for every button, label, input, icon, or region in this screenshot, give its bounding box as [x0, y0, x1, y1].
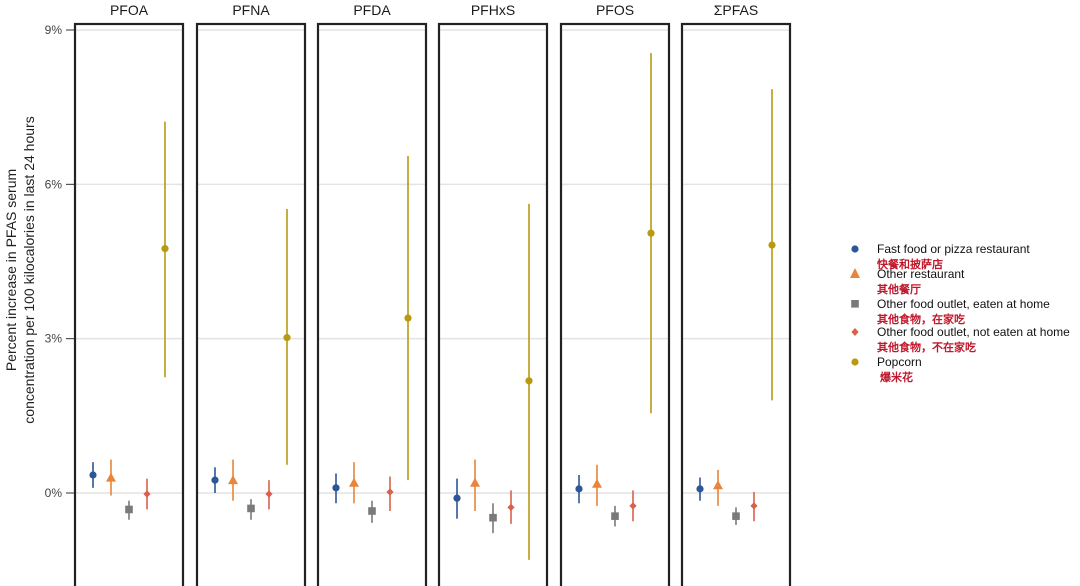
legend-label-chinese: 其他食物，在家吃 — [877, 312, 965, 326]
data-point — [211, 476, 219, 484]
legend-item: Other food outlet, not eaten at home其他食物… — [851, 325, 1070, 354]
panel-frame — [680, 22, 792, 586]
panel-pfhxs: PFHxS — [437, 2, 549, 586]
data-point — [713, 480, 723, 490]
data-point — [265, 490, 273, 498]
legend-label: Popcorn — [877, 355, 922, 369]
y-tick-label: 6% — [45, 177, 63, 191]
legend-marker — [851, 245, 859, 253]
data-point — [349, 477, 359, 487]
data-point — [696, 485, 704, 493]
data-point — [143, 490, 151, 498]
data-point — [750, 502, 758, 510]
legend: Fast food or pizza restaurant快餐和披萨店Other… — [850, 242, 1070, 384]
data-point — [611, 512, 619, 520]
legend-marker — [851, 300, 859, 308]
y-tick-label: 9% — [45, 23, 63, 37]
panel-title: PFDA — [353, 2, 391, 18]
legend-marker — [850, 268, 860, 278]
data-point — [283, 334, 291, 342]
data-point — [386, 488, 394, 496]
data-point — [125, 505, 133, 514]
panel-title: PFOS — [596, 2, 634, 18]
panel-title: ΣPFAS — [714, 2, 758, 18]
panel-frame — [559, 22, 671, 586]
legend-label: Other food outlet, not eaten at home — [877, 325, 1070, 339]
panel-pfoa: PFOA — [73, 2, 185, 586]
data-point — [106, 472, 116, 482]
data-point — [228, 475, 238, 485]
panel-pfda: PFDA — [316, 2, 428, 586]
data-point — [89, 471, 97, 479]
y-axis-title-line-2: concentration per 100 kilocalories in la… — [21, 116, 37, 423]
data-point — [507, 503, 515, 512]
panel-pfna: PFNA — [195, 2, 307, 586]
legend-label-chinese: 其他餐厅 — [877, 282, 921, 296]
panel-frame — [73, 22, 185, 586]
y-axis-title: Percent increase in PFAS serum concentra… — [3, 116, 37, 423]
data-point — [332, 484, 340, 492]
legend-label: Other restaurant — [877, 267, 965, 281]
data-point — [161, 245, 169, 253]
data-point — [629, 502, 637, 510]
panel-sum-pfas: ΣPFAS — [680, 2, 792, 586]
facet-panels: PFOA PFNA PFDA PFHxS PFOS ΣPFAS — [73, 2, 792, 586]
legend-marker — [851, 328, 859, 336]
panel-title: PFOA — [110, 2, 149, 18]
panel-title: PFHxS — [471, 2, 515, 18]
y-axis-ticks: 0% 3% 6% 9% — [45, 23, 74, 500]
legend-label: Other food outlet, eaten at home — [877, 297, 1050, 311]
data-point — [470, 477, 480, 487]
panel-frame — [437, 22, 549, 586]
y-axis-title-line-1: Percent increase in PFAS serum — [3, 169, 19, 371]
y-tick-label: 0% — [45, 486, 63, 500]
legend-label: Fast food or pizza restaurant — [877, 242, 1030, 256]
data-point — [592, 478, 602, 488]
y-tick-label: 3% — [45, 332, 63, 346]
data-point — [368, 507, 376, 515]
data-point — [489, 513, 497, 522]
data-point — [247, 504, 255, 513]
data-point — [768, 241, 776, 249]
legend-marker — [851, 358, 859, 366]
data-point — [525, 377, 533, 385]
legend-label-chinese: 快餐和披萨店 — [876, 257, 943, 271]
data-point — [575, 485, 583, 493]
legend-label-chinese: 其他食物，不在家吃 — [877, 340, 976, 354]
data-point — [647, 229, 655, 237]
data-point — [732, 512, 740, 520]
data-point — [404, 314, 412, 322]
legend-label-chinese: 爆米花 — [880, 370, 913, 384]
data-point — [453, 494, 461, 502]
panel-frame — [195, 22, 307, 586]
panel-frame — [316, 22, 428, 586]
panel-pfos: PFOS — [559, 2, 671, 586]
panel-title: PFNA — [232, 2, 270, 18]
